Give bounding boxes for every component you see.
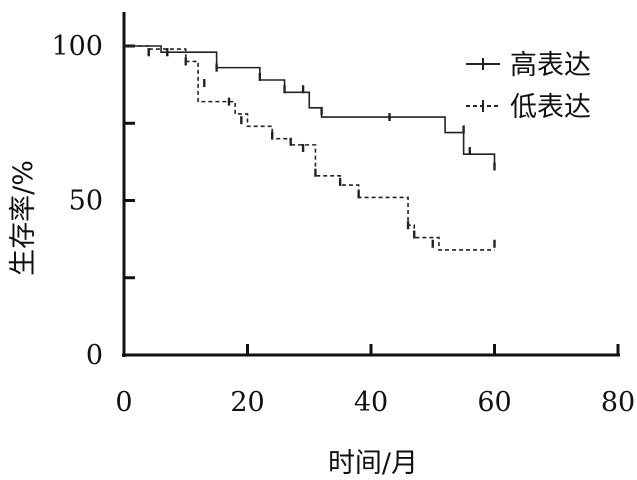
legend-label-low: 低表达 (510, 92, 591, 123)
y-tick-label: 100 (51, 31, 103, 62)
x-tick-label: 40 (354, 387, 388, 418)
series-layer (124, 45, 496, 251)
legend-item-low: 低表达 (466, 92, 591, 123)
series-high (124, 45, 496, 171)
x-tick-label: 20 (230, 387, 264, 418)
x-axis-title: 时间/月 (328, 448, 418, 479)
legend: 高表达 低表达 (466, 50, 591, 123)
x-tick-label: 0 (115, 387, 132, 418)
y-tick-label: 50 (69, 186, 103, 217)
x-tick-label: 60 (477, 387, 511, 418)
series-line (124, 45, 495, 251)
y-tick-label: 0 (86, 340, 103, 371)
legend-item-high: 高表达 (466, 50, 591, 81)
x-tick-label: 80 (601, 387, 635, 418)
y-ticks: 0 50 100 (51, 31, 135, 371)
legend-label-high: 高表达 (510, 50, 591, 81)
series-low (124, 45, 496, 251)
series-line (124, 45, 496, 170)
y-axis-title: 生存率/% (8, 160, 39, 276)
x-ticks: 0 20 40 60 80 (115, 344, 635, 418)
